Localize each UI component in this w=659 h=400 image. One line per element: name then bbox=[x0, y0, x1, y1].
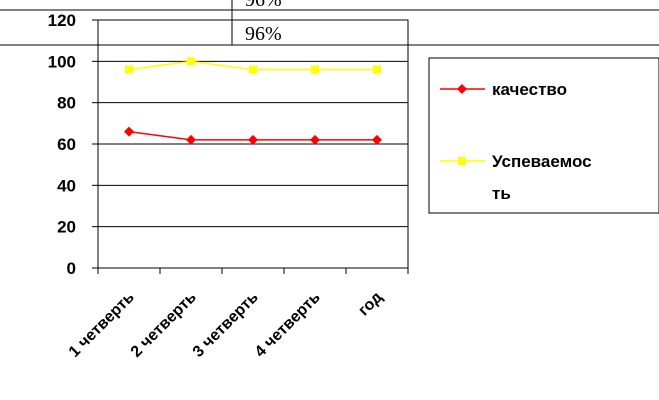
x-tick-label-1: 2 четверть bbox=[128, 289, 200, 361]
series-1-point-3 bbox=[311, 65, 319, 74]
table-cell-text-1: 96% bbox=[245, 0, 282, 11]
y-tick-label-120: 120 bbox=[48, 11, 76, 30]
legend-label-uspevaemost-line-1: Успеваемос bbox=[492, 152, 592, 171]
legend-marker-kachestvo bbox=[457, 84, 467, 94]
y-axis-ticks: 0 20 40 60 80 100 120 bbox=[48, 11, 98, 278]
y-tick-label-80: 80 bbox=[57, 94, 76, 113]
table-cell-text-2: 96% bbox=[245, 23, 282, 45]
series-1-point-4 bbox=[373, 65, 381, 74]
x-tick-label-4: год bbox=[355, 289, 386, 320]
legend-box bbox=[428, 57, 659, 214]
legend-item-uspevaemost: Успеваемос ть bbox=[440, 152, 592, 203]
legend-marker-uspevaemost bbox=[458, 157, 466, 165]
series-0 bbox=[124, 126, 382, 145]
x-tick-label-2: 3 четверть bbox=[190, 289, 262, 361]
legend: качество Успеваемос ть bbox=[428, 57, 659, 214]
x-tick-label-3: 4 четверть bbox=[252, 289, 324, 361]
legend-item-kachestvo: качество bbox=[440, 80, 567, 99]
series-1-point-0 bbox=[125, 65, 133, 74]
y-tick-label-0: 0 bbox=[67, 259, 76, 278]
y-tick-label-60: 60 bbox=[57, 135, 76, 154]
series-1-point-1 bbox=[187, 57, 195, 66]
table-fragment: 96% 96% bbox=[0, 0, 659, 46]
series-0-point-3 bbox=[310, 134, 320, 145]
y-tick-label-100: 100 bbox=[48, 52, 76, 71]
y-tick-label-20: 20 bbox=[57, 218, 76, 237]
series-1 bbox=[125, 57, 381, 74]
series-0-point-1 bbox=[186, 134, 196, 145]
y-tick-label-40: 40 bbox=[57, 176, 76, 195]
series-0-point-2 bbox=[248, 134, 258, 145]
series-0-point-4 bbox=[372, 134, 382, 145]
x-tick-label-0: 1 четверть bbox=[66, 289, 138, 361]
series bbox=[124, 57, 382, 145]
series-0-point-0 bbox=[124, 126, 134, 137]
series-1-point-2 bbox=[249, 65, 257, 74]
legend-label-kachestvo: качество bbox=[492, 80, 567, 99]
legend-label-uspevaemost-line-2: ть bbox=[492, 184, 511, 203]
gridlines bbox=[98, 60, 408, 228]
